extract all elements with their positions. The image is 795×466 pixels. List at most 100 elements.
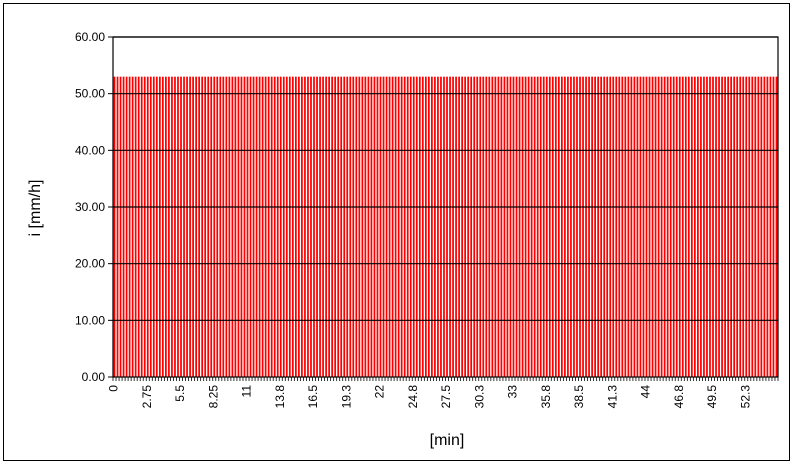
bar: [165, 76, 167, 378]
bar: [476, 76, 479, 378]
x-axis-title: [min]: [430, 432, 465, 449]
bar: [727, 76, 729, 378]
bar: [461, 76, 463, 378]
bar: [243, 76, 246, 378]
bar: [149, 76, 152, 378]
bar: [536, 76, 539, 378]
bar: [189, 76, 191, 378]
bar: [706, 76, 708, 378]
bar: [606, 76, 609, 378]
bar: [775, 76, 778, 378]
bar: [298, 76, 300, 378]
bar: [739, 76, 742, 378]
bar: [391, 76, 394, 378]
bar: [615, 76, 618, 378]
bar: [282, 76, 285, 378]
bar: [452, 76, 454, 378]
bar: [557, 76, 560, 378]
bar: [240, 76, 243, 378]
bar: [672, 76, 675, 378]
x-tick-label: 52.3: [738, 385, 752, 409]
bar: [331, 76, 334, 378]
bar: [533, 76, 536, 378]
bar: [497, 76, 500, 378]
bar: [663, 76, 666, 378]
x-tick-label: 35.8: [539, 385, 553, 409]
bar: [421, 76, 424, 378]
bar: [446, 76, 448, 378]
bar: [772, 76, 775, 378]
bar: [207, 76, 210, 378]
bar: [186, 76, 188, 378]
bar: [582, 76, 584, 378]
bar: [352, 76, 355, 378]
x-tick-label: 33: [506, 385, 520, 399]
bar: [431, 76, 433, 378]
bar: [279, 76, 282, 378]
bar: [470, 76, 473, 378]
bar: [733, 76, 736, 378]
bar: [633, 76, 636, 378]
bar: [424, 76, 427, 378]
bar: [322, 76, 324, 378]
bar: [116, 76, 119, 378]
bar: [301, 76, 303, 378]
bar: [621, 76, 624, 378]
bar: [482, 76, 485, 378]
bar: [406, 76, 409, 378]
bar: [325, 76, 327, 378]
bar: [134, 76, 137, 378]
bar: [503, 76, 506, 378]
bar: [690, 76, 693, 378]
bar: [548, 76, 551, 378]
bar: [597, 76, 600, 378]
bar: [527, 76, 530, 378]
bar: [666, 76, 669, 378]
bar: [379, 76, 382, 378]
bar: [168, 76, 170, 378]
bar: [328, 76, 330, 378]
x-tick-label: 38.5: [572, 385, 586, 409]
bar: [521, 76, 524, 378]
bar: [210, 76, 213, 378]
bar: [143, 76, 146, 378]
bar: [270, 76, 273, 378]
x-tick-label: 16.5: [306, 385, 320, 409]
bar: [612, 76, 615, 378]
bar: [545, 76, 548, 378]
bar: [579, 76, 581, 378]
x-tick-label: 8.25: [206, 385, 220, 409]
bar: [288, 76, 291, 378]
bar: [709, 76, 711, 378]
bar: [736, 76, 739, 378]
bar: [648, 76, 651, 378]
bar: [730, 76, 733, 378]
bar: [225, 76, 228, 378]
bar: [573, 76, 575, 378]
bar: [687, 76, 690, 378]
x-tick-label: 44: [639, 385, 653, 399]
bar: [119, 76, 122, 378]
bar: [276, 76, 279, 378]
bar: [137, 76, 140, 378]
y-tick-label: 20.00: [75, 257, 105, 271]
bar: [261, 76, 264, 378]
bar: [518, 76, 521, 378]
bar: [515, 76, 518, 378]
bar: [660, 76, 663, 378]
bar: [234, 76, 237, 378]
bar: [624, 76, 627, 378]
bar: [237, 76, 240, 378]
bar: [249, 76, 252, 378]
bar: [603, 76, 606, 378]
bar: [180, 76, 182, 378]
bar: [467, 76, 470, 378]
bar: [385, 76, 388, 378]
bar: [171, 76, 173, 378]
y-axis-title: i [mm/h]: [27, 180, 44, 237]
bar: [412, 76, 415, 378]
bar: [128, 76, 131, 378]
bar: [678, 76, 681, 378]
bar: [449, 76, 451, 378]
x-tick-label: 22: [373, 385, 387, 399]
